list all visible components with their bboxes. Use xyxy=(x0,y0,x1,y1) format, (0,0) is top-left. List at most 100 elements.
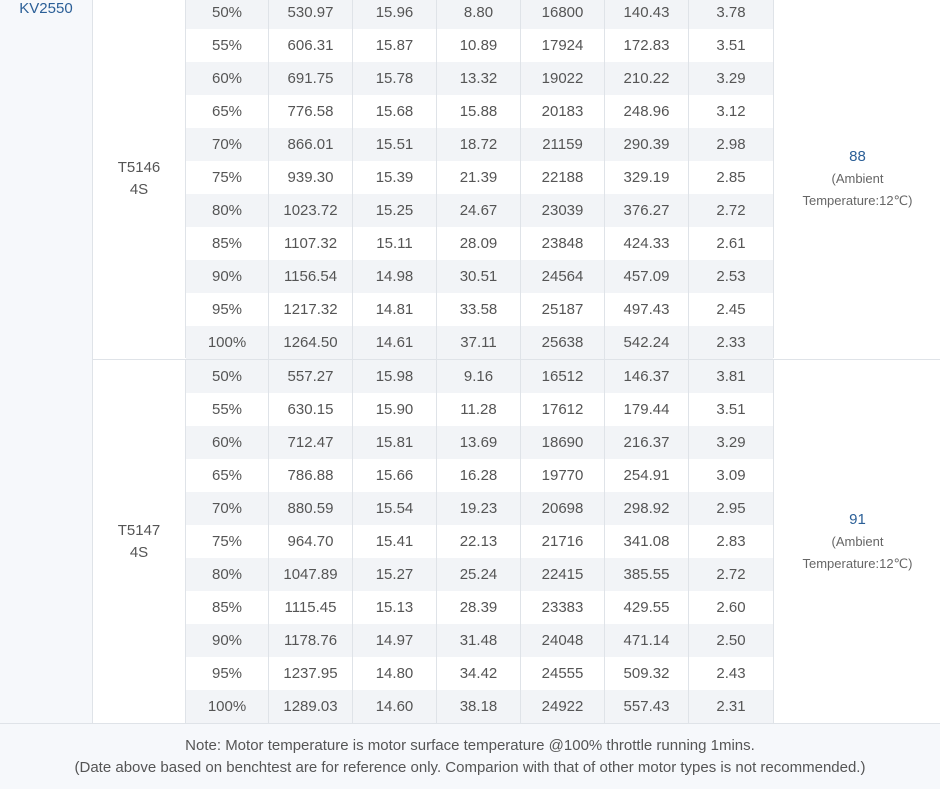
table-cell: 329.19 xyxy=(605,161,689,194)
table-cell: 50% xyxy=(186,0,269,29)
table-cell: 1289.03 xyxy=(269,690,353,723)
table-cell: 2.72 xyxy=(716,566,746,583)
table-cell: 776.58 xyxy=(269,95,353,128)
table-cell: 1264.50 xyxy=(269,326,353,359)
table-cell: 100% xyxy=(186,326,269,359)
table-cell: 85% xyxy=(186,591,269,624)
table-cell: 23039 xyxy=(521,194,605,227)
table-cell: 1237.95 xyxy=(269,657,353,690)
table-cell: 691.75 xyxy=(269,62,353,95)
table-cell: 15.51 xyxy=(353,128,437,161)
table-row: 90% 1156.54 14.98 30.51 24564 457.09 2.53 xyxy=(186,260,773,293)
prop-cell: T5147 4S xyxy=(93,360,186,723)
table-cell: 1217.32 xyxy=(269,293,353,326)
table-cell: 140.43 xyxy=(605,0,689,29)
table-cell: 8.80 xyxy=(437,0,521,29)
table-cell: 1107.32 xyxy=(269,227,353,260)
table-cell: 424.33 xyxy=(605,227,689,260)
table-cell: 22.13 xyxy=(437,525,521,558)
table-cell: 19022 xyxy=(521,62,605,95)
table-cell: 24555 xyxy=(521,657,605,690)
table-cell: 14.80 xyxy=(353,657,437,690)
table-cell: 497.43 xyxy=(605,293,689,326)
table-cell: 1023.72 xyxy=(269,194,353,227)
table-cell: 509.32 xyxy=(605,657,689,690)
table-cell: 2.72 xyxy=(716,202,746,219)
table-cell: 21716 xyxy=(521,525,605,558)
table-cell: 179.44 xyxy=(605,393,689,426)
table-cell: 20698 xyxy=(521,492,605,525)
table-cell: 15.98 xyxy=(353,360,437,393)
prop-cells: 4S xyxy=(129,543,149,561)
table-cell: 15.27 xyxy=(353,558,437,591)
temperature-note-2: Temperature:12℃) xyxy=(802,555,913,571)
table-cell: 33.58 xyxy=(437,293,521,326)
table-cell: 15.11 xyxy=(353,227,437,260)
temperature-note-2: Temperature:12℃) xyxy=(802,193,913,208)
table-row: 85% 1107.32 15.11 28.09 23848 424.33 2.61 xyxy=(186,227,773,260)
temperature-note-1: (Ambient xyxy=(831,533,884,549)
table-cell: 15.39 xyxy=(353,161,437,194)
table-cell: 30.51 xyxy=(437,260,521,293)
table-row: 65% 786.88 15.66 16.28 19770 254.91 3.09 xyxy=(186,459,773,492)
footer-line-1: Note: Motor temperature is motor surface… xyxy=(185,737,755,754)
table-cell: 13.32 xyxy=(437,62,521,95)
table-cell: 290.39 xyxy=(605,128,689,161)
table-cell: 24922 xyxy=(521,690,605,723)
table-cell: 13.69 xyxy=(437,426,521,459)
table-cell: 712.47 xyxy=(269,426,353,459)
table-cell: 15.81 xyxy=(353,426,437,459)
table-cell: 2.61 xyxy=(716,235,746,252)
table-cell: 23383 xyxy=(521,591,605,624)
table-cell: 34.42 xyxy=(437,657,521,690)
table-cell: 210.22 xyxy=(605,62,689,95)
table-cell: 964.70 xyxy=(269,525,353,558)
table-row: 60% 712.47 15.81 13.69 18690 216.37 3.29 xyxy=(186,426,773,459)
table-cell: 880.59 xyxy=(269,492,353,525)
table-row: 90% 1178.76 14.97 31.48 24048 471.14 2.50 xyxy=(186,624,773,657)
table-cell: 3.29 xyxy=(716,434,746,451)
table-row: 65% 776.58 15.68 15.88 20183 248.96 3.12 xyxy=(186,95,773,128)
table-cell: 1115.45 xyxy=(269,591,353,624)
table-cell: 172.83 xyxy=(605,29,689,62)
table-row: 50% 557.27 15.98 9.16 16512 146.37 3.81 xyxy=(186,360,773,393)
table-cell: 9.16 xyxy=(437,360,521,393)
footer-line-2: (Date above based on benchtest are for r… xyxy=(74,759,866,776)
table-cell: 19770 xyxy=(521,459,605,492)
table-cell: 3.51 xyxy=(716,401,746,418)
table-cell: 11.28 xyxy=(437,393,521,426)
prop-group-t5147: T5147 4S 50% 557.27 15.98 9.16 16512 146.37 3.… xyxy=(93,359,940,723)
table-cell: 20183 xyxy=(521,95,605,128)
table-cell: 17924 xyxy=(521,29,605,62)
table-cell: 80% xyxy=(186,558,269,591)
table-cell: 15.68 xyxy=(353,95,437,128)
table-cell: 530.97 xyxy=(269,0,353,29)
table-cell: 55% xyxy=(186,393,269,426)
table-cell: 2.60 xyxy=(716,599,746,616)
table-cell: 75% xyxy=(186,161,269,194)
table-cell: 22188 xyxy=(521,161,605,194)
data-rows: 50% 530.97 15.96 8.80 16800 140.43 3.78 55% 606.… xyxy=(186,0,773,359)
table-cell: 2.33 xyxy=(716,334,746,351)
prop-name: T5146 xyxy=(117,159,161,176)
prop-name: T5147 xyxy=(117,521,161,539)
table-cell: 542.24 xyxy=(605,326,689,359)
table-row: 85% 1115.45 15.13 28.39 23383 429.55 2.60 xyxy=(186,591,773,624)
table-row: 75% 964.70 15.41 22.13 21716 341.08 2.83 xyxy=(186,525,773,558)
table-cell: 95% xyxy=(186,657,269,690)
table-row: 70% 866.01 15.51 18.72 21159 290.39 2.98 xyxy=(186,128,773,161)
table-cell: 2.50 xyxy=(716,632,746,649)
table-row: 100% 1264.50 14.61 37.11 25638 542.24 2.33 xyxy=(186,326,773,359)
table-cell: 1156.54 xyxy=(269,260,353,293)
table-cell: 75% xyxy=(186,525,269,558)
table-cell: 15.87 xyxy=(353,29,437,62)
table-cell: 23848 xyxy=(521,227,605,260)
table-cell: 15.96 xyxy=(353,0,437,29)
table-cell: 60% xyxy=(186,62,269,95)
table-row: 80% 1047.89 15.27 25.24 22415 385.55 2.72 xyxy=(186,558,773,591)
prop-cells: 4S xyxy=(129,181,149,198)
temperature-cell: 91 (Ambient Temperature:12℃) xyxy=(773,360,940,723)
table-cell: 3.12 xyxy=(716,103,746,120)
table-cell: 385.55 xyxy=(605,558,689,591)
table-cell: 25187 xyxy=(521,293,605,326)
